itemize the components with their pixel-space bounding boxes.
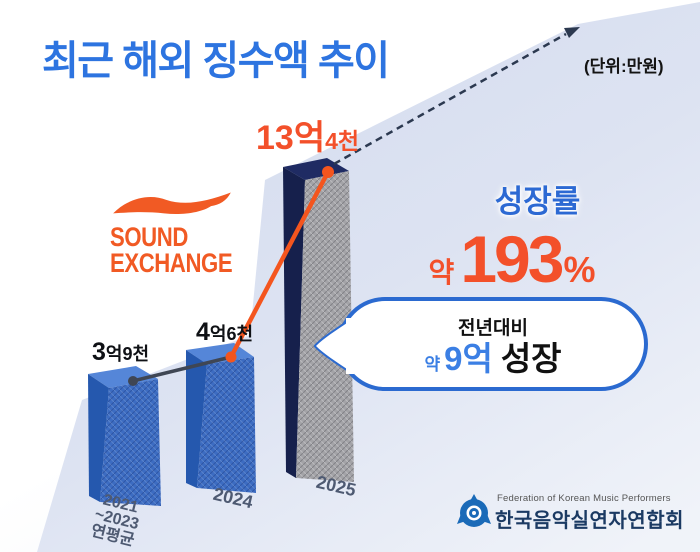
- bubble-line1: 전년대비: [458, 318, 528, 339]
- bar-2021-2023: [88, 366, 161, 506]
- value-label-big: 4: [196, 318, 210, 346]
- sound-exchange-logo: SOUND EXCHANGE: [110, 190, 260, 279]
- sound-exchange-swoosh-icon: [113, 192, 231, 215]
- connector-dot-2023: [128, 376, 138, 386]
- connector-line-2024-2025: [229, 170, 330, 359]
- footer-org-english: Federation of Korean Music Performers: [497, 493, 671, 504]
- kmp-federation-logo-icon: [457, 494, 491, 527]
- trend-arrow-icon: [333, 27, 580, 166]
- bubble-line2: 약 9억 성장: [424, 342, 561, 375]
- growth-number: 193: [460, 222, 564, 296]
- growth-rate-heading: 성장률: [494, 184, 581, 219]
- value-label-small: 억6천: [209, 324, 254, 344]
- value-label-2021-2023: 3억9천: [92, 338, 149, 367]
- bubble-pointer-icon: [314, 318, 354, 374]
- growth-rate-value: 약 193 %: [392, 226, 632, 292]
- value-label-2024: 4억6천: [196, 318, 253, 347]
- growth-percent-sign: %: [563, 249, 596, 290]
- growth-approx: 약: [428, 257, 455, 288]
- connector-dot-2025: [322, 166, 334, 178]
- bubble-approx: 약: [424, 355, 441, 374]
- page-title: 최근 해외 징수액 추이: [42, 39, 390, 83]
- value-label-2025: 13억4천: [256, 110, 359, 159]
- sound-exchange-wordmark: SOUND EXCHANGE: [110, 222, 233, 279]
- sound-exchange-line1: SOUND: [110, 222, 188, 252]
- footer-org-korean: 한국음악실연자연합회: [495, 510, 684, 532]
- connector-dot-2024: [225, 351, 237, 363]
- value-label-big: 3: [92, 338, 106, 366]
- connector-line-2023-2024: [132, 355, 232, 383]
- unit-label: (단위:만원): [584, 57, 664, 76]
- growth-callout-bubble: 전년대비 약 9억 성장: [338, 297, 648, 391]
- bubble-amount: 9억: [444, 340, 493, 377]
- bubble-suffix: 성장: [500, 340, 562, 377]
- sound-exchange-line2: EXCHANGE: [110, 248, 233, 279]
- value-label-small: 억9천: [105, 344, 150, 364]
- value-label-small: 4천: [325, 128, 360, 154]
- value-label-big: 13억: [256, 119, 326, 157]
